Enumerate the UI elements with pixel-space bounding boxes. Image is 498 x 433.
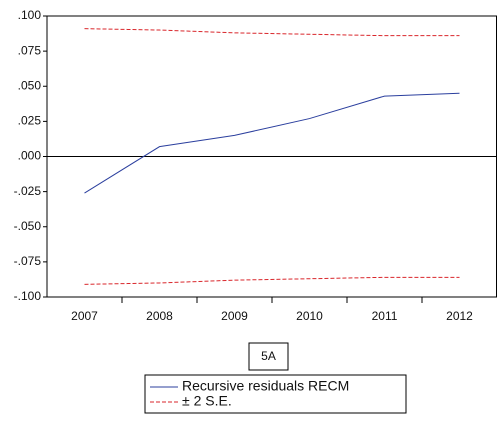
y-tick-label: -.050 (14, 219, 42, 233)
y-tick-label: .025 (18, 114, 42, 128)
x-tick-label: 2012 (446, 309, 473, 323)
x-tick-label: 2008 (146, 309, 173, 323)
y-tick-label: .000 (18, 149, 42, 163)
legend-label: ± 2 S.E. (182, 393, 232, 409)
x-tick-label: 2010 (296, 309, 323, 323)
legend-label: Recursive residuals RECM (182, 378, 349, 394)
series-line (84, 92, 460, 194)
y-tick-label: .050 (18, 78, 42, 92)
x-tick-label: 2009 (221, 309, 248, 323)
annotation-box (248, 342, 289, 371)
series-line (84, 28, 460, 37)
y-tick-label: .075 (18, 43, 42, 57)
y-tick-label: .100 (18, 8, 42, 22)
y-tick-label: -.100 (14, 289, 42, 303)
x-tick-label: 2011 (372, 309, 398, 323)
series-line (84, 276, 460, 285)
annotation: 5A (261, 349, 276, 363)
y-tick-label: -.025 (14, 184, 42, 198)
x-tick-label: 2007 (71, 309, 98, 323)
legend (144, 374, 407, 414)
y-tick-label: -.075 (14, 254, 42, 268)
